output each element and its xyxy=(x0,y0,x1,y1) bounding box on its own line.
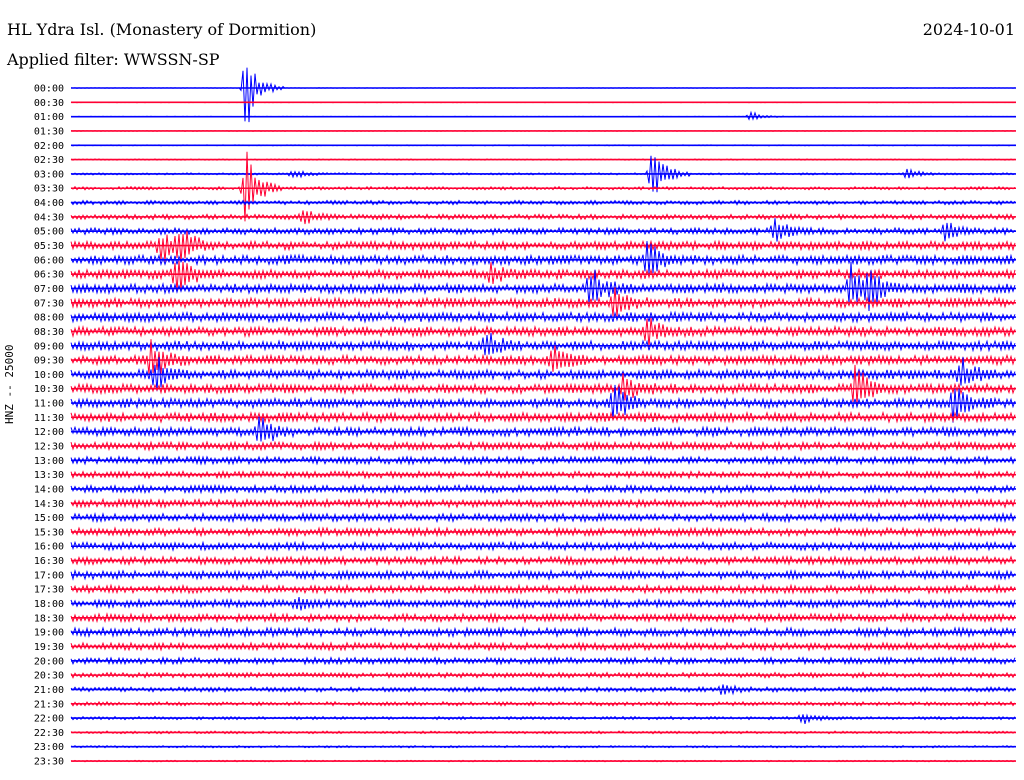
tick-label: 12:30 xyxy=(34,442,64,453)
trace-1630 xyxy=(70,554,1016,567)
tick-label: 04:30 xyxy=(34,212,64,223)
tick-label: 19:00 xyxy=(34,628,64,639)
tick-label: 11:30 xyxy=(34,413,64,424)
tick-label: 05:30 xyxy=(34,241,64,252)
trace-1800 xyxy=(70,597,1016,611)
trace-1030 xyxy=(70,364,1016,405)
tick-label: 15:30 xyxy=(34,527,64,538)
tick-label: 17:00 xyxy=(34,570,64,581)
trace-2200 xyxy=(70,713,1016,725)
tick-label: 20:30 xyxy=(34,671,64,682)
tick-label: 18:30 xyxy=(34,613,64,624)
tick-label: 18:00 xyxy=(34,599,64,610)
tick-label: 09:30 xyxy=(34,356,64,367)
trace-0930 xyxy=(70,339,1016,375)
trace-0330 xyxy=(70,151,1016,222)
tick-label: 11:00 xyxy=(34,399,64,410)
trace-1230 xyxy=(70,440,1016,452)
tick-label: 02:30 xyxy=(34,155,64,166)
tick-label: 07:00 xyxy=(34,284,64,295)
tick-label: 02:00 xyxy=(34,141,64,152)
tick-label: 19:30 xyxy=(34,642,64,653)
tick-label: 04:00 xyxy=(34,198,64,209)
tick-label: 00:30 xyxy=(34,98,64,109)
trace-0800 xyxy=(70,310,1016,324)
tick-label: 12:00 xyxy=(34,427,64,438)
trace-0000 xyxy=(70,67,1016,123)
tick-label: 22:30 xyxy=(34,728,64,739)
trace-0630 xyxy=(70,260,1016,292)
tick-label: 17:30 xyxy=(34,585,64,596)
tick-label: 03:30 xyxy=(34,184,64,195)
tick-label: 13:00 xyxy=(34,456,64,467)
tick-label: 14:00 xyxy=(34,484,64,495)
trace-0900 xyxy=(70,332,1016,356)
tick-label: 13:30 xyxy=(34,470,64,481)
trace-0500 xyxy=(70,218,1016,242)
tick-label: 21:30 xyxy=(34,699,64,710)
record-date: 2024-10-01 xyxy=(922,20,1015,39)
tick-label: 07:30 xyxy=(34,298,64,309)
filter-label: Applied filter: WWSSN-SP xyxy=(7,50,220,69)
trace-1500 xyxy=(70,511,1016,524)
trace-0600 xyxy=(70,241,1016,274)
trace-1530 xyxy=(70,526,1016,538)
tick-label: 08:30 xyxy=(34,327,64,338)
tick-label: 06:30 xyxy=(34,270,64,281)
tick-label: 01:30 xyxy=(34,126,64,137)
tick-label: 22:00 xyxy=(34,714,64,725)
tick-label: 15:00 xyxy=(34,513,64,524)
tick-label: 09:00 xyxy=(34,341,64,352)
tick-label: 14:30 xyxy=(34,499,64,510)
tick-label: 05:00 xyxy=(34,227,64,238)
tick-label: 16:00 xyxy=(34,542,64,553)
tick-label: 01:00 xyxy=(34,112,64,123)
tick-label: 06:00 xyxy=(34,255,64,266)
trace-1300 xyxy=(70,455,1016,466)
tick-label: 20:00 xyxy=(34,656,64,667)
tick-label: 16:30 xyxy=(34,556,64,567)
tick-label: 00:00 xyxy=(34,84,64,95)
trace-1330 xyxy=(70,469,1016,480)
tick-label: 10:00 xyxy=(34,370,64,381)
tick-label: 23:30 xyxy=(34,757,64,768)
tick-label: 23:00 xyxy=(34,742,64,753)
tick-label: 10:30 xyxy=(34,384,64,395)
tick-label: 08:00 xyxy=(34,313,64,324)
station-title: HL Ydra Isl. (Monastery of Dormition) xyxy=(7,20,317,39)
tick-label: 03:00 xyxy=(34,169,64,180)
tick-label: 21:00 xyxy=(34,685,64,696)
trace-2000 xyxy=(70,655,1016,666)
